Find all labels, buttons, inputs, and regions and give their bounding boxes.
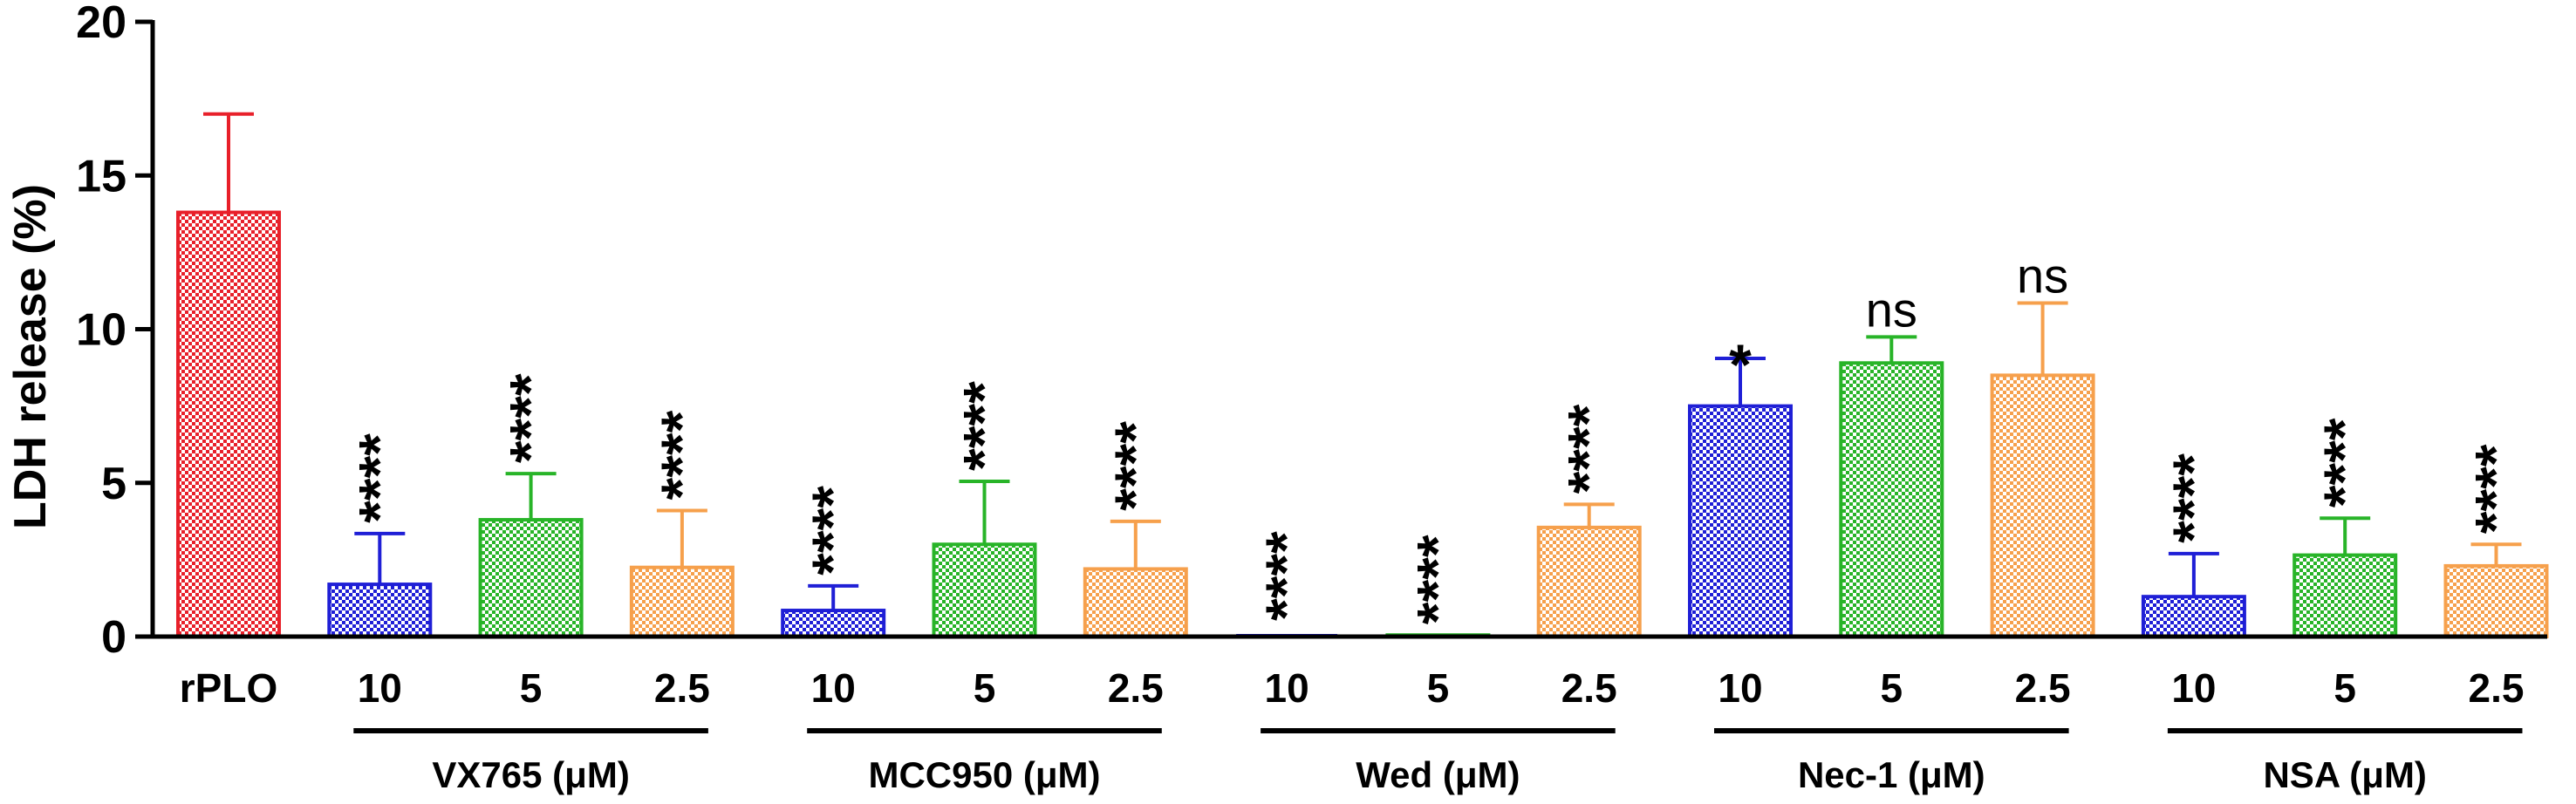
bar-group: ns xyxy=(1839,282,1944,638)
y-tick-label: 20 xyxy=(76,0,126,48)
x-tick-label: 5 xyxy=(1881,665,1903,711)
x-axis-labels: rPLO 10 5 2.5 10 5 2.5 10 5 2.5 10 5 2.5 10 5 2.5 xyxy=(180,665,2525,711)
x-tick-label: 10 xyxy=(2171,665,2216,711)
y-axis-title: LDH release (%) xyxy=(5,184,56,529)
bar-group: **** xyxy=(327,433,433,639)
bar xyxy=(2292,553,2398,639)
y-tick-label: 10 xyxy=(76,305,126,356)
significance-label: **** xyxy=(2312,418,2376,508)
significance-label: **** xyxy=(346,433,411,523)
x-tick-label: 10 xyxy=(358,665,402,711)
x-tick-label: 10 xyxy=(1718,665,1762,711)
y-tick-label: 5 xyxy=(101,459,126,509)
significance-label: ns xyxy=(1866,282,1917,337)
bar xyxy=(781,609,886,638)
bar xyxy=(1083,567,1188,639)
x-tick-label: 5 xyxy=(2333,665,2356,711)
bar xyxy=(2141,595,2246,638)
group-label: NSA (μM) xyxy=(2263,754,2426,795)
bar xyxy=(176,210,281,639)
bar-group: **** xyxy=(2443,444,2549,638)
x-tick-label: 5 xyxy=(1427,665,1450,711)
bar-group: **** xyxy=(2292,418,2398,639)
significance-label: **** xyxy=(800,486,864,576)
significance-label: **** xyxy=(1404,535,1469,624)
significance-label: **** xyxy=(952,381,1016,471)
bar-group: **** xyxy=(1536,404,1642,638)
bar-group: **** xyxy=(2141,453,2246,638)
bar-group: **** xyxy=(1083,421,1188,639)
significance-label: * xyxy=(1729,332,1752,397)
bar xyxy=(1688,404,1793,638)
x-tick-label: 10 xyxy=(811,665,856,711)
bar-group: * xyxy=(1688,332,1793,638)
bar xyxy=(932,542,1037,638)
group-labels: VX765 (μM) MCC950 (μM) Wed (μM) Nec-1 (μM) N… xyxy=(353,728,2523,795)
bar xyxy=(327,583,433,639)
bar xyxy=(2443,563,2549,638)
significance-label: ns xyxy=(2017,249,2068,303)
x-tick-label: rPLO xyxy=(180,665,277,711)
bar xyxy=(629,565,735,638)
significance-label: **** xyxy=(1254,531,1318,621)
bar xyxy=(1839,361,1944,638)
x-tick-label: 2.5 xyxy=(2469,665,2525,711)
bar xyxy=(478,518,584,638)
bar-group: **** xyxy=(932,381,1037,638)
x-tick-label: 10 xyxy=(1265,665,1309,711)
y-tick-label: 15 xyxy=(76,151,126,201)
bar-group: **** xyxy=(1385,535,1491,638)
bar-group: **** xyxy=(478,373,584,638)
bar-group: **** xyxy=(781,486,886,638)
y-axis: 0 5 10 15 20 xyxy=(76,0,2547,663)
bar-group xyxy=(176,112,281,639)
bar xyxy=(1990,373,2095,638)
bar-group: **** xyxy=(1236,531,1338,637)
bars-layer: ******** ************ ******** *********nsn… xyxy=(176,112,2549,639)
x-tick-label: 2.5 xyxy=(2015,665,2071,711)
x-tick-label: 2.5 xyxy=(654,665,710,711)
significance-label: **** xyxy=(498,373,563,463)
x-tick-label: 2.5 xyxy=(1108,665,1164,711)
bar-group: ns xyxy=(1990,249,2095,638)
significance-label: **** xyxy=(1556,404,1621,494)
bar xyxy=(1536,525,1642,638)
group-label: MCC950 (μM) xyxy=(868,754,1100,795)
y-tick-label: 0 xyxy=(101,612,126,663)
x-tick-label: 2.5 xyxy=(1561,665,1617,711)
significance-label: **** xyxy=(2463,444,2528,534)
significance-label: **** xyxy=(1103,421,1167,511)
x-tick-label: 5 xyxy=(520,665,543,711)
group-label: Nec-1 (μM) xyxy=(1798,754,1985,795)
group-label: VX765 (μM) xyxy=(432,754,629,795)
significance-label: **** xyxy=(649,410,714,500)
significance-label: **** xyxy=(2161,453,2225,543)
group-label: Wed (μM) xyxy=(1356,754,1520,795)
x-tick-label: 5 xyxy=(974,665,996,711)
bar-group: **** xyxy=(629,410,735,638)
